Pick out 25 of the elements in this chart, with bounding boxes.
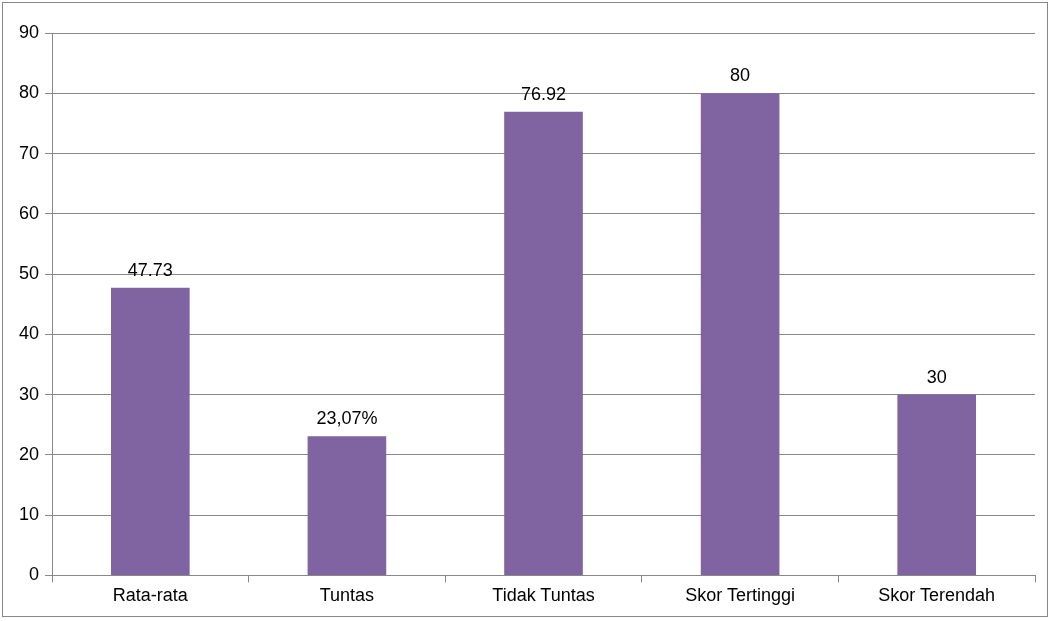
y-tick-label: 10 bbox=[18, 504, 40, 525]
y-tick-label: 60 bbox=[18, 202, 40, 223]
x-tick-label: Tidak Tuntas bbox=[492, 585, 595, 606]
y-tick-label: 70 bbox=[18, 142, 40, 163]
x-tick-label: Skor Tertinggi bbox=[685, 585, 795, 606]
x-tick-label: Skor Terendah bbox=[878, 585, 996, 606]
y-tick-label: 30 bbox=[18, 383, 40, 404]
y-tick-label: 90 bbox=[18, 21, 40, 42]
bar bbox=[307, 436, 387, 575]
y-tick-label: 80 bbox=[18, 82, 40, 103]
y-tick-label: 0 bbox=[29, 564, 40, 585]
bar bbox=[111, 287, 190, 575]
y-tick-label: 20 bbox=[18, 443, 40, 464]
x-tick-label: Rata-rata bbox=[112, 585, 189, 606]
data-label: 80 bbox=[730, 65, 751, 86]
y-tick-label: 40 bbox=[18, 323, 40, 344]
data-label: 30 bbox=[926, 366, 947, 387]
bar bbox=[504, 111, 583, 575]
data-label: 23,07% bbox=[316, 408, 378, 429]
data-label: 76.92 bbox=[520, 83, 567, 104]
bar bbox=[700, 93, 780, 575]
bar bbox=[897, 394, 977, 575]
data-label: 47.73 bbox=[127, 259, 173, 280]
x-tick-label: Tuntas bbox=[319, 585, 375, 606]
y-tick-label: 50 bbox=[18, 263, 40, 284]
